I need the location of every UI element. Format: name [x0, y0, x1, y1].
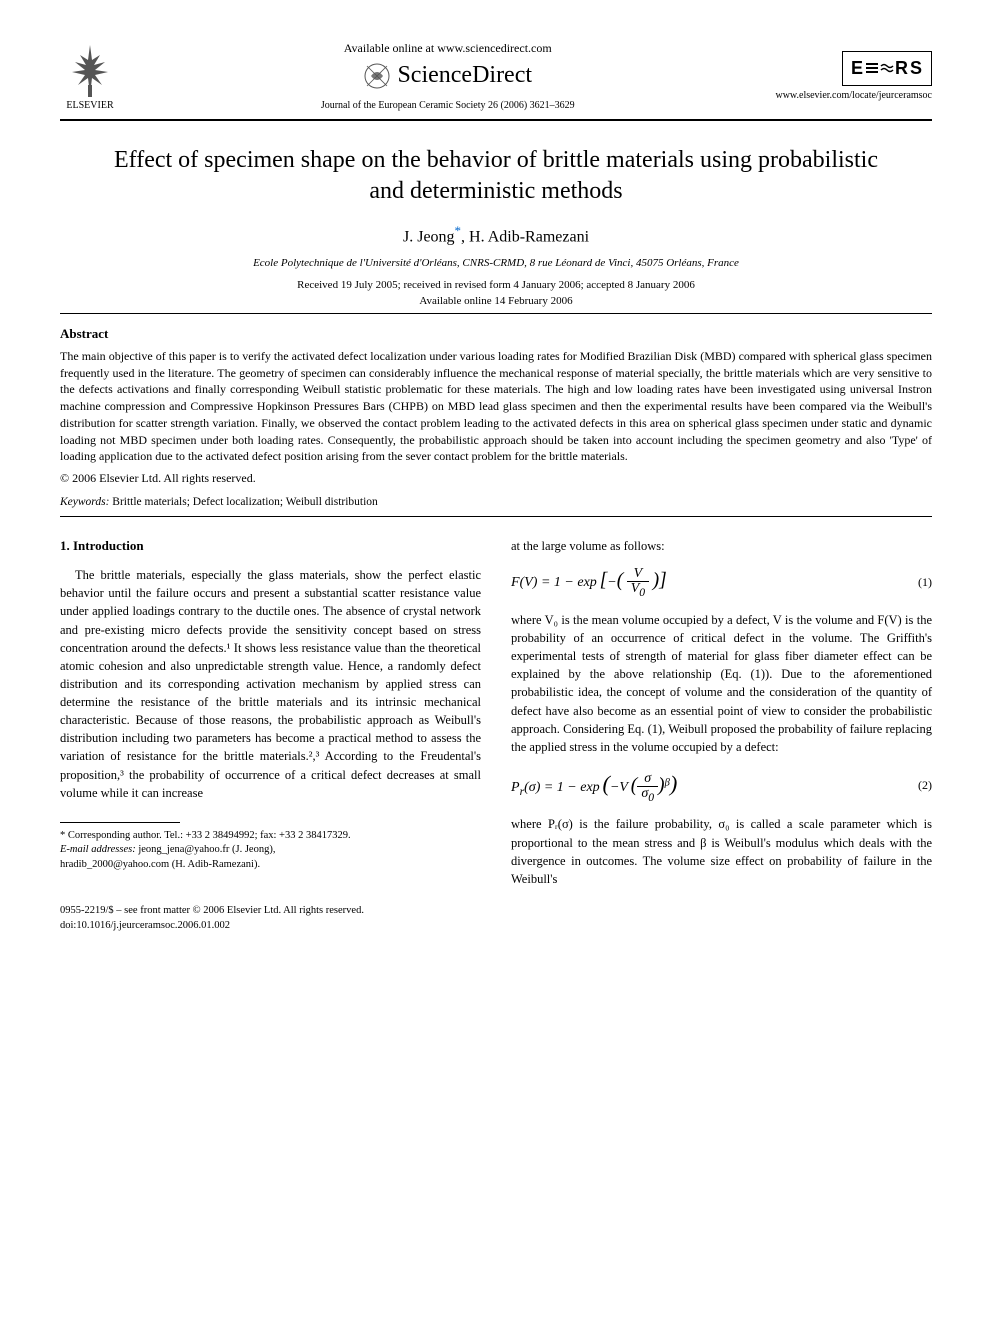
header-center: Available online at www.sciencedirect.co…: [120, 41, 775, 111]
elsevier-logo: ELSEVIER: [60, 40, 120, 111]
keywords-text: Brittle materials; Defect localization; …: [109, 496, 377, 508]
body-columns: 1. Introduction The brittle materials, e…: [60, 537, 932, 888]
author-2: , H. Adib-Ramezani: [461, 229, 589, 246]
footnote-separator: [60, 822, 180, 823]
intro-para-1: The brittle materials, especially the gl…: [60, 566, 481, 802]
rule-mid-1: [60, 313, 932, 314]
para-after-eq1: where V₀ is the mean volume occupied by …: [511, 611, 932, 756]
dates-online: Available online 14 February 2006: [60, 295, 932, 307]
rule-mid-2: [60, 516, 932, 517]
footnote-email-2: hradib_2000@yahoo.com (H. Adib-Ramezani)…: [60, 858, 481, 873]
footnote-emails: E-mail addresses: jeong_jena@yahoo.fr (J…: [60, 843, 481, 858]
sciencedirect-icon: [363, 62, 391, 90]
equation-2-row: Pr(σ) = 1 − exp (−V (σσ0)β) (2): [511, 768, 932, 804]
equation-2: Pr(σ) = 1 − exp (−V (σσ0)β): [511, 768, 677, 804]
column-right: at the large volume as follows: F(V) = 1…: [511, 537, 932, 888]
article-title: Effect of specimen shape on the behavior…: [100, 145, 892, 207]
author-1: J. Jeong: [403, 229, 455, 246]
col2-intro: at the large volume as follows:: [511, 537, 932, 555]
affiliation: Ecole Polytechnique de l'Université d'Or…: [60, 257, 932, 269]
ecers-wave-icon: [880, 61, 894, 75]
page-header: ELSEVIER Available online at www.science…: [60, 40, 932, 111]
column-left: 1. Introduction The brittle materials, e…: [60, 537, 481, 888]
email-label: E-mail addresses:: [60, 844, 136, 855]
abstract-text: The main objective of this paper is to v…: [60, 348, 932, 466]
equation-2-number: (2): [918, 777, 932, 794]
rule-top: [60, 119, 932, 121]
ecers-logo: E RS: [842, 51, 932, 86]
journal-url: www.elsevier.com/locate/jeurceramsoc: [775, 90, 932, 101]
elsevier-label: ELSEVIER: [66, 100, 113, 111]
copyright: © 2006 Elsevier Ltd. All rights reserved…: [60, 471, 932, 486]
authors: J. Jeong*, H. Adib-Ramezani: [60, 223, 932, 246]
dates-received: Received 19 July 2005; received in revis…: [60, 279, 932, 291]
elsevier-tree-icon: [60, 40, 120, 100]
ecers-bars-icon: [865, 61, 879, 75]
sciencedirect-text: ScienceDirect: [397, 62, 532, 89]
journal-citation: Journal of the European Ceramic Society …: [120, 100, 775, 111]
email-1: jeong_jena@yahoo.fr (J. Jeong),: [136, 844, 276, 855]
sciencedirect-logo: ScienceDirect: [120, 62, 775, 90]
header-right: E RS www.elsevier.com/locate/jeurceramso…: [775, 51, 932, 101]
abstract-heading: Abstract: [60, 326, 932, 342]
doi-line-2: doi:10.1016/j.jeurceramsoc.2006.01.002: [60, 919, 932, 934]
doi-footer: 0955-2219/$ – see front matter © 2006 El…: [60, 904, 932, 933]
section-1-heading: 1. Introduction: [60, 537, 481, 556]
available-online-text: Available online at www.sciencedirect.co…: [120, 41, 775, 56]
para-after-eq2: where Pᵣ(σ) is the failure probability, …: [511, 815, 932, 888]
equation-1-number: (1): [918, 574, 932, 591]
footnote-corresp: * Corresponding author. Tel.: +33 2 3849…: [60, 829, 481, 844]
doi-line-1: 0955-2219/$ – see front matter © 2006 El…: [60, 904, 932, 919]
equation-1: F(V) = 1 − exp [−( VV0 )]: [511, 567, 667, 599]
keywords: Keywords: Brittle materials; Defect loca…: [60, 496, 932, 508]
keywords-label: Keywords:: [60, 496, 109, 508]
equation-1-row: F(V) = 1 − exp [−( VV0 )] (1): [511, 567, 932, 599]
